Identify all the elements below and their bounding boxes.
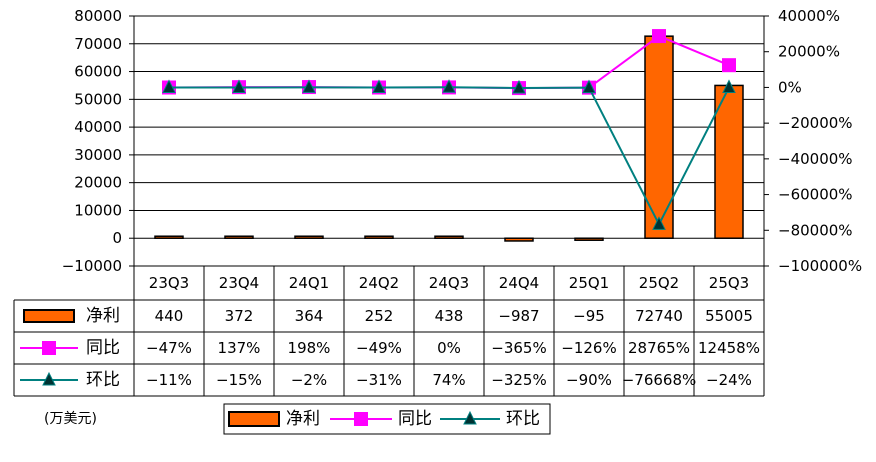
bar-23Q3: [154, 235, 184, 239]
bar-24Q4: [504, 237, 534, 242]
data-label: 0%: [437, 339, 461, 357]
data-label: −31%: [356, 371, 402, 389]
data-label: −126%: [561, 339, 616, 357]
data-label: −11%: [146, 371, 192, 389]
row-key-bar: [23, 309, 75, 323]
right-axis-tick-label: −40000%: [778, 150, 853, 168]
legend-key-yoy-marker: [354, 412, 368, 426]
bar-24Q2: [364, 235, 394, 239]
x-tick-label: 24Q2: [359, 274, 399, 292]
left-axis-tick-label: −10000: [62, 257, 122, 275]
x-tick-label: 24Q3: [429, 274, 469, 292]
left-axis-tick-label: 50000: [74, 90, 122, 108]
data-label: 372: [225, 307, 254, 325]
legend-label-qoq: 环比: [506, 409, 540, 429]
bar-25Q2: [644, 35, 674, 239]
row-key-qoq-marker: [42, 371, 56, 386]
x-tick-label: 23Q3: [149, 274, 189, 292]
x-tick-label: 25Q2: [639, 274, 679, 292]
left-axis-tick-label: 10000: [74, 201, 122, 219]
marker-环比-25Q3: [722, 79, 736, 93]
data-label: 440: [155, 307, 184, 325]
data-label: −325%: [491, 371, 546, 389]
legend-key-bar: [228, 411, 280, 427]
marker-同比-25Q3: [722, 58, 736, 73]
marker-环比-24Q1: [302, 79, 316, 93]
right-axis-tick-label: −80000%: [778, 221, 853, 239]
left-axis-tick-label: 60000: [74, 63, 122, 81]
data-label: −76668%: [622, 371, 697, 389]
marker-环比-23Q4: [232, 79, 246, 93]
marker-环比-24Q2: [372, 79, 386, 93]
data-label: −987: [498, 307, 539, 325]
data-label: −2%: [291, 371, 327, 389]
legend: [223, 403, 551, 435]
x-tick-label: 24Q4: [499, 274, 539, 292]
left-axis-tick-label: 0: [112, 229, 122, 247]
row-key-yoy-marker: [42, 341, 56, 355]
data-label: −95: [573, 307, 605, 325]
data-label: 55005: [705, 307, 753, 325]
right-axis-tick-label: 40000%: [778, 7, 840, 25]
left-axis-tick-label: 40000: [74, 118, 122, 136]
data-label: −15%: [216, 371, 262, 389]
data-label: 137%: [218, 339, 261, 357]
marker-环比-24Q4: [512, 79, 526, 94]
right-axis-tick-label: −60000%: [778, 186, 853, 204]
left-axis-tick-label: 30000: [74, 146, 122, 164]
data-label: 198%: [288, 339, 331, 357]
data-label: −365%: [491, 339, 546, 357]
right-axis-tick-label: −100000%: [778, 257, 862, 275]
data-label: 12458%: [698, 339, 760, 357]
right-axis-tick-label: 0%: [778, 78, 802, 96]
marker-同比-25Q2: [652, 29, 666, 44]
data-label: −49%: [356, 339, 402, 357]
data-label: 252: [365, 307, 394, 325]
marker-环比-24Q3: [442, 79, 456, 93]
unit-note: (万美元): [44, 411, 97, 427]
data-label: 74%: [432, 371, 465, 389]
right-axis-tick-label: 20000%: [778, 43, 840, 61]
marker-环比-25Q1: [582, 79, 596, 94]
left-axis-tick-label: 70000: [74, 35, 122, 53]
left-axis-tick-label: 80000: [74, 7, 122, 25]
data-label: 364: [295, 307, 324, 325]
left-axis-tick-label: 20000: [74, 174, 122, 192]
bar-25Q3: [714, 84, 744, 239]
legend-label-yoy: 同比: [398, 409, 432, 429]
row-header-yoy: 同比: [86, 338, 120, 358]
marker-环比-23Q3: [162, 79, 176, 93]
bar-25Q1: [574, 237, 604, 241]
row-header-net-profit: 净利: [86, 306, 120, 326]
x-tick-label: 25Q3: [709, 274, 749, 292]
x-tick-label: 24Q1: [289, 274, 329, 292]
data-label: −24%: [706, 371, 752, 389]
bar-24Q3: [434, 235, 464, 239]
bar-24Q1: [294, 235, 324, 239]
data-label: 438: [435, 307, 464, 325]
data-label: 28765%: [628, 339, 690, 357]
data-label: 72740: [635, 307, 683, 325]
data-label: −90%: [566, 371, 612, 389]
x-tick-label: 23Q4: [219, 274, 259, 292]
right-axis-tick-label: −20000%: [778, 114, 853, 132]
legend-key-qoq-marker: [463, 410, 477, 425]
bar-23Q4: [224, 235, 254, 239]
row-header-qoq: 环比: [86, 370, 120, 390]
x-tick-label: 25Q1: [569, 274, 609, 292]
data-label: −47%: [146, 339, 192, 357]
marker-环比-25Q2: [652, 216, 666, 230]
legend-label-net-profit: 净利: [286, 409, 320, 429]
